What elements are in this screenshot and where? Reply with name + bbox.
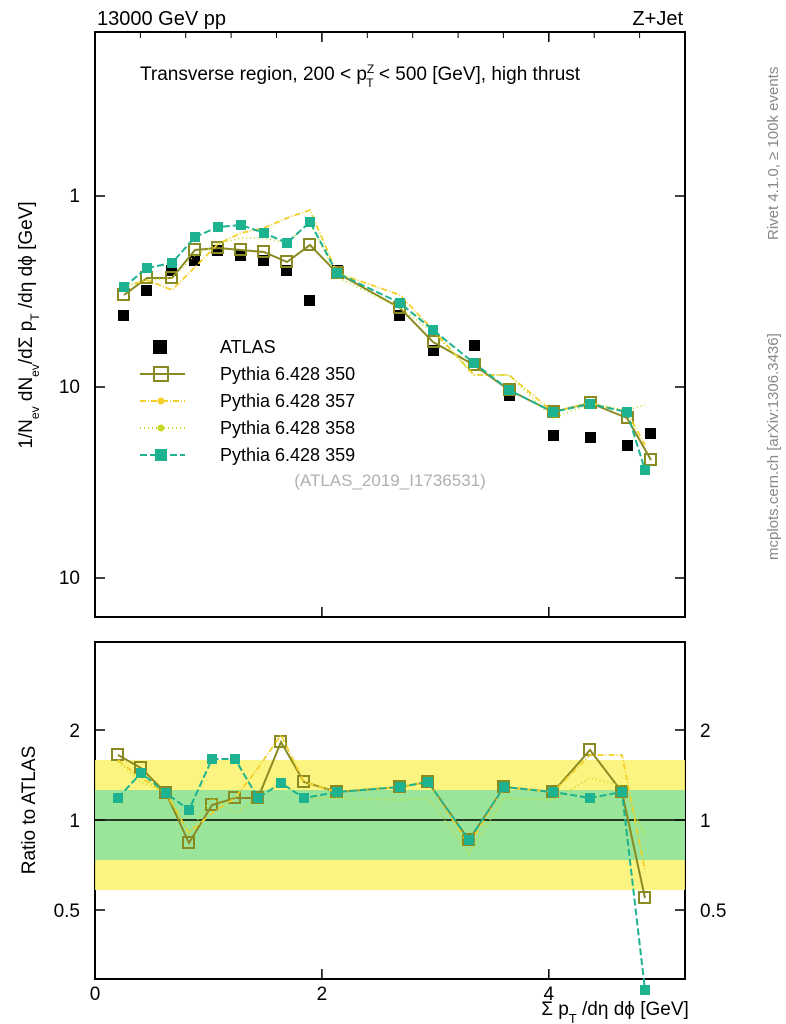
ratio-x-ticks: 0 2 4	[90, 969, 555, 1005]
main-y-axis-title: 1/Nev dNev/dΣ pT /dη dϕ [GeV]	[16, 201, 42, 448]
legend-label-357: Pythia 6.428 357	[220, 391, 355, 411]
mcplots-label: mcplots.cern.ch [arXiv:1306.3436]	[765, 333, 782, 560]
ratio-ytick-1: 1	[69, 811, 80, 832]
main-panel: 1 10 10 13000 GeV pp Z+Jet 1/Nev dNev/dΣ…	[16, 8, 685, 617]
main-ytick-01: 10	[59, 377, 80, 398]
rivet-label: Rivet 4.1.0, ≥ 100k events	[765, 67, 782, 240]
legend-group: ATLAS Pythia 6.428 350 Pythia 6.428 357 …	[140, 337, 355, 465]
legend-label-350: Pythia 6.428 350	[220, 364, 355, 384]
series-pythia358[interactable]	[124, 222, 645, 418]
series-atlas[interactable]	[118, 245, 656, 451]
main-panel-border	[95, 32, 685, 617]
legend-label-359: Pythia 6.428 359	[220, 445, 355, 465]
legend-label-atlas: ATLAS	[220, 337, 276, 357]
main-x-ticks	[95, 32, 685, 617]
ratio-panel: 2 1 0.5 2 1 0.5 0 2 4 Ratio to ATLAS Σ p…	[19, 642, 726, 1024]
ratio-ytick-2r: 2	[700, 721, 711, 742]
main-ytick-001: 10	[59, 568, 80, 589]
ratio-ytick-05r: 0.5	[700, 901, 726, 922]
ratio-ytick-2: 2	[69, 721, 80, 742]
watermark-text: (ATLAS_2019_I1736531)	[294, 471, 486, 490]
legend-marker-atlas	[153, 340, 167, 354]
series-pythia359[interactable]	[124, 222, 645, 470]
main-data-curves	[118, 210, 656, 475]
ratio-ytick-05: 0.5	[54, 901, 80, 922]
chart-container: 1 10 10 13000 GeV pp Z+Jet 1/Nev dNev/dΣ…	[0, 0, 786, 1024]
ratio-xtick-0: 0	[90, 984, 101, 1005]
top-right-label: Z+Jet	[632, 8, 683, 30]
ratio-ytick-1r: 1	[700, 811, 711, 832]
main-ytick-1: 1	[69, 186, 80, 207]
series-pythia350[interactable]	[124, 245, 651, 460]
main-y-ticks: 1 10 10	[59, 186, 685, 589]
legend-marker-359	[155, 449, 167, 461]
ratio-x-axis-title: Σ pT /dη dϕ [GeV]	[541, 999, 689, 1024]
legend-label-358: Pythia 6.428 358	[220, 418, 355, 438]
series-pythia357[interactable]	[124, 210, 645, 445]
side-labels: Rivet 4.1.0, ≥ 100k events mcplots.cern.…	[765, 67, 782, 560]
top-left-label: 13000 GeV pp	[97, 8, 226, 30]
series-pythia350-markers[interactable]	[118, 239, 656, 465]
legend-marker-357	[158, 398, 165, 405]
legend-marker-358	[158, 425, 165, 432]
ratio-y-axis-title: Ratio to ATLAS	[19, 746, 40, 875]
ratio-xtick-2: 2	[317, 984, 328, 1005]
inset-title: Transverse region, 200 < pZ T < 500 [GeV]…	[140, 62, 581, 90]
